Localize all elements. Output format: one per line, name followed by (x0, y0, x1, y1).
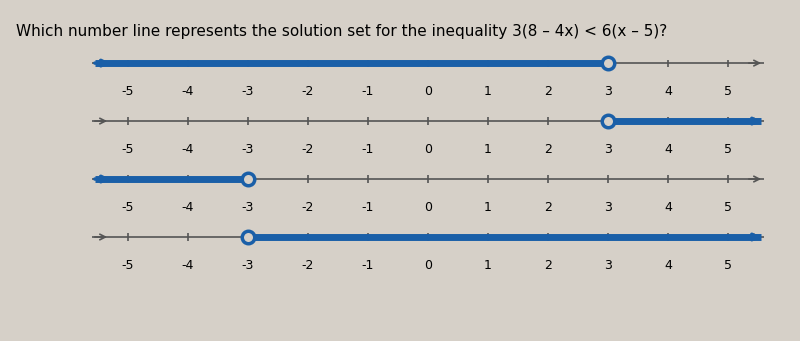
Text: Which number line represents the solution set for the inequality 3(8 – 4x) < 6(x: Which number line represents the solutio… (16, 24, 667, 39)
